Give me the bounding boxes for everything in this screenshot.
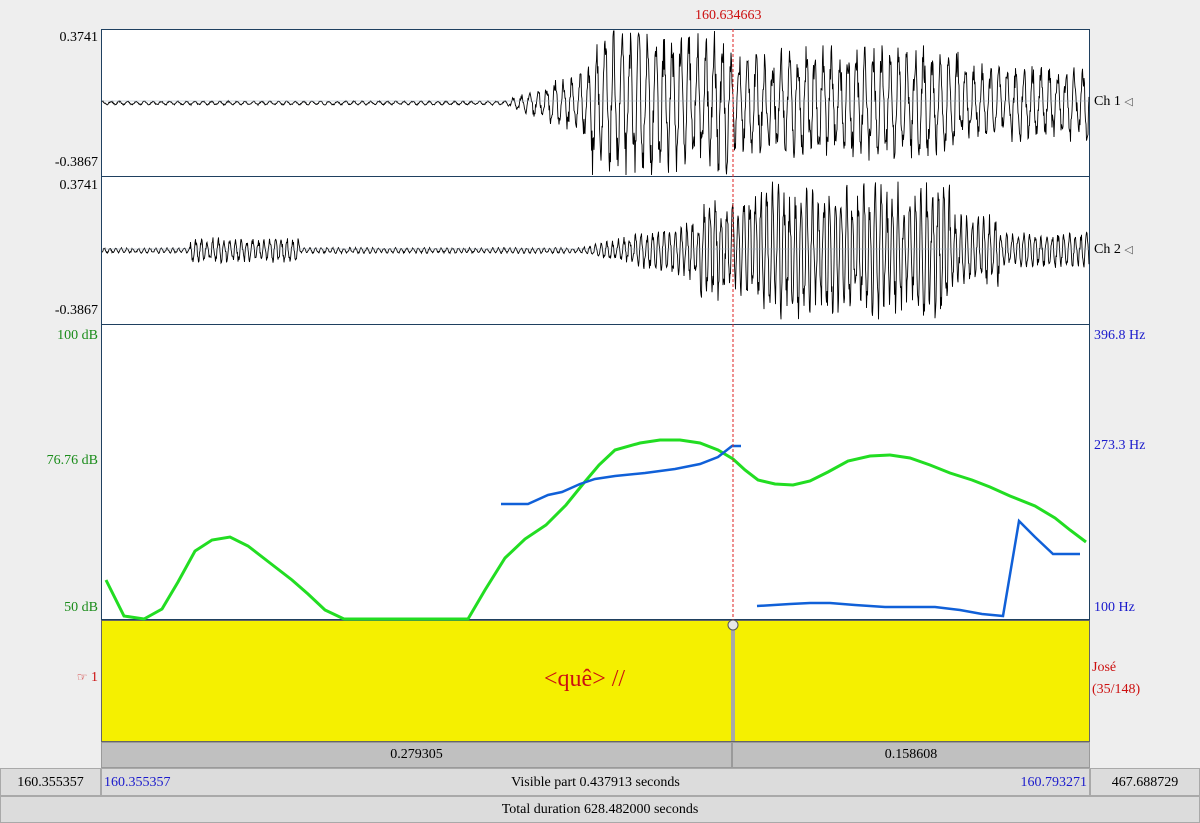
- window-start-cell[interactable]: 160.355357: [0, 768, 101, 796]
- total-duration-label: Total duration 628.482000 seconds: [501, 802, 699, 817]
- pitch-min-label: 100 Hz: [1094, 600, 1135, 615]
- pitch-max-label: 396.8 Hz: [1094, 328, 1146, 343]
- right-segment-bar[interactable]: 0.158608: [732, 742, 1090, 768]
- annotation-tier[interactable]: [101, 620, 1090, 742]
- pitch-mid-label: 273.3 Hz: [1094, 438, 1146, 453]
- ch1-label[interactable]: Ch 1 ◁: [1094, 94, 1133, 110]
- waveform-channel-1[interactable]: [101, 29, 1090, 177]
- intensity-mid-label: 76.76 dB: [46, 453, 98, 468]
- tier-count: (35/148): [1092, 682, 1141, 697]
- waveform-trace-line: [101, 30, 1090, 176]
- visible-part-bar[interactable]: 160.355357 Visible part 0.437913 seconds…: [101, 768, 1090, 796]
- boundary-handle[interactable]: [727, 619, 739, 631]
- analysis-panel[interactable]: [101, 324, 1090, 620]
- tier-number: ☞ 1: [0, 670, 98, 686]
- window-end-time: 467.688729: [1111, 775, 1179, 790]
- pointing-hand-icon: ☞: [76, 670, 88, 684]
- interval-boundary[interactable]: [731, 624, 735, 741]
- intensity-max-label: 100 dB: [57, 328, 98, 343]
- pitch-curve-1: [501, 444, 741, 506]
- ch1-max-label: 0.3741: [59, 30, 99, 45]
- speaker-icon[interactable]: ◁: [1124, 96, 1133, 108]
- pitch-curve-2: [756, 518, 1080, 618]
- tier-number-text: 1: [91, 670, 98, 685]
- left-segment-duration: 0.279305: [390, 747, 443, 762]
- ch2-min-label: -0.3867: [54, 303, 98, 318]
- waveform-trace-line: [101, 181, 1090, 320]
- visible-start-time: 160.355357: [104, 775, 171, 790]
- ch2-max-label: 0.3741: [59, 178, 99, 193]
- speaker-icon[interactable]: ◁: [1124, 244, 1133, 256]
- ch1-label-text: Ch 1: [1094, 94, 1121, 109]
- waveform-2-trace: [101, 181, 1090, 320]
- right-segment-duration: 0.158608: [884, 747, 938, 762]
- intensity-curve: [104, 438, 1087, 621]
- ch2-label-text: Ch 2: [1094, 242, 1121, 257]
- left-segment-bar[interactable]: 0.279305: [101, 742, 732, 768]
- cursor-time-label: 160.634663: [695, 8, 762, 23]
- visible-end-time: 160.793271: [1020, 775, 1088, 790]
- ch1-min-label: -0.3867: [54, 155, 98, 170]
- intensity-min-label: 50 dB: [64, 600, 98, 615]
- window-end-cell[interactable]: 467.688729: [1090, 768, 1200, 796]
- tier-interval-text[interactable]: <quê> //: [544, 666, 626, 692]
- total-duration-bar[interactable]: Total duration 628.482000 seconds: [0, 796, 1200, 823]
- visible-duration-label: Visible part 0.437913 seconds: [511, 775, 680, 790]
- tier-speaker-name: José: [1092, 660, 1117, 675]
- ch2-label[interactable]: Ch 2 ◁: [1094, 242, 1133, 258]
- waveform-1-trace: [101, 30, 1090, 176]
- window-start-time: 160.355357: [17, 775, 84, 790]
